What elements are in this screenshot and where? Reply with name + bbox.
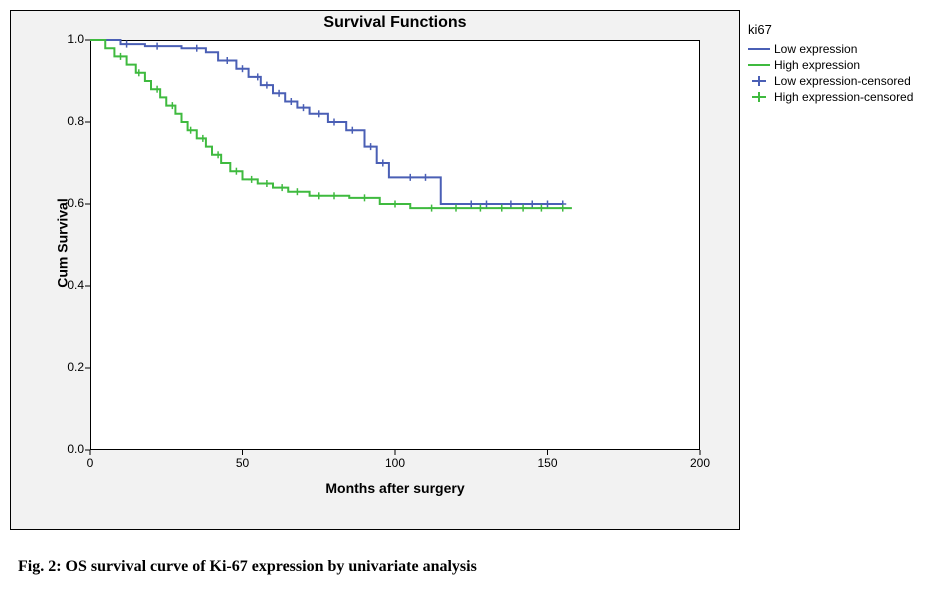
legend-title: ki67 — [748, 22, 772, 37]
legend-label: High expression-censored — [774, 90, 913, 104]
x-axis-label: Months after surgery — [90, 480, 700, 496]
legend-label: Low expression — [774, 42, 857, 56]
legend-item: High expression-censored — [748, 90, 913, 104]
y-tick: 0.4 — [56, 278, 84, 292]
legend-item: Low expression — [748, 42, 857, 56]
legend-swatch-line — [748, 64, 770, 66]
x-tick: 0 — [78, 456, 102, 470]
legend-swatch-line — [748, 48, 770, 50]
legend-label: High expression — [774, 58, 860, 72]
x-tick: 200 — [688, 456, 712, 470]
figure-caption: Fig. 2: OS survival curve of Ki-67 expre… — [18, 558, 477, 576]
y-tick: 1.0 — [56, 32, 84, 46]
legend-item: High expression — [748, 58, 860, 72]
x-tick: 100 — [383, 456, 407, 470]
y-tick: 0.0 — [56, 442, 84, 456]
legend-label: Low expression-censored — [774, 74, 911, 88]
y-tick: 0.6 — [56, 196, 84, 210]
legend-item: Low expression-censored — [748, 74, 911, 88]
chart-title: Survival Functions — [90, 14, 700, 32]
y-tick: 0.2 — [56, 360, 84, 374]
y-axis-label: Cum Survival — [55, 198, 71, 287]
y-tick: 0.8 — [56, 114, 84, 128]
x-tick: 150 — [536, 456, 560, 470]
x-tick: 50 — [231, 456, 255, 470]
